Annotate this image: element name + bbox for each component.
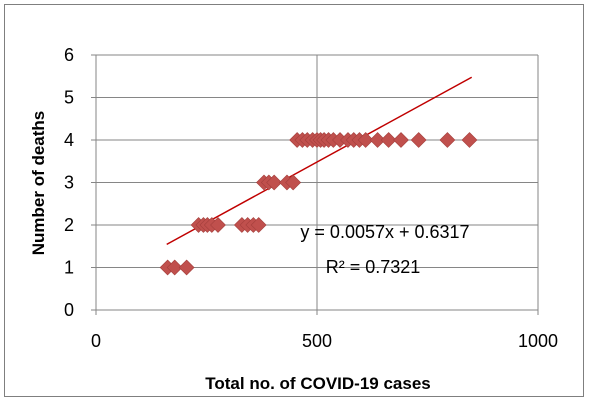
y-tick-labels: 0 1 2 3 4 5 6 xyxy=(64,45,74,320)
data-point xyxy=(439,132,456,148)
data-point xyxy=(369,132,386,148)
data-points xyxy=(159,132,478,276)
y-tick-label: 2 xyxy=(64,215,74,235)
gridlines xyxy=(96,54,539,310)
data-point xyxy=(461,132,478,148)
y-tick-label: 5 xyxy=(64,88,74,108)
x-tick-label: 0 xyxy=(91,331,101,351)
y-tick-label: 0 xyxy=(64,300,74,320)
y-tick-label: 4 xyxy=(64,130,74,150)
data-point xyxy=(266,174,283,191)
data-point xyxy=(380,132,397,148)
x-tick-labels: 0 500 1000 xyxy=(91,331,558,351)
x-tick-label: 500 xyxy=(302,331,332,351)
data-point xyxy=(250,217,267,233)
data-point xyxy=(285,174,302,191)
trendline-equation: y = 0.0057x + 0.6317 xyxy=(300,222,469,242)
y-tick-label: 1 xyxy=(64,258,74,278)
data-point xyxy=(393,132,409,148)
y-axis-title: Number of deaths xyxy=(29,111,48,256)
chart-frame xyxy=(4,4,584,397)
x-axis-title: Total no. of COVID-19 cases xyxy=(205,374,430,393)
data-point xyxy=(410,132,427,148)
y-tick-label: 6 xyxy=(64,45,74,65)
trendline xyxy=(166,76,473,246)
data-point xyxy=(178,259,195,276)
x-tick-label: 1000 xyxy=(518,331,558,351)
y-tick-label: 3 xyxy=(64,173,74,193)
data-point xyxy=(210,217,226,233)
trendline-r-squared: R² = 0.7321 xyxy=(326,257,421,277)
axis-lines xyxy=(91,54,539,315)
data-point xyxy=(166,259,183,276)
trendline-group xyxy=(166,76,473,246)
data-point xyxy=(357,132,374,148)
